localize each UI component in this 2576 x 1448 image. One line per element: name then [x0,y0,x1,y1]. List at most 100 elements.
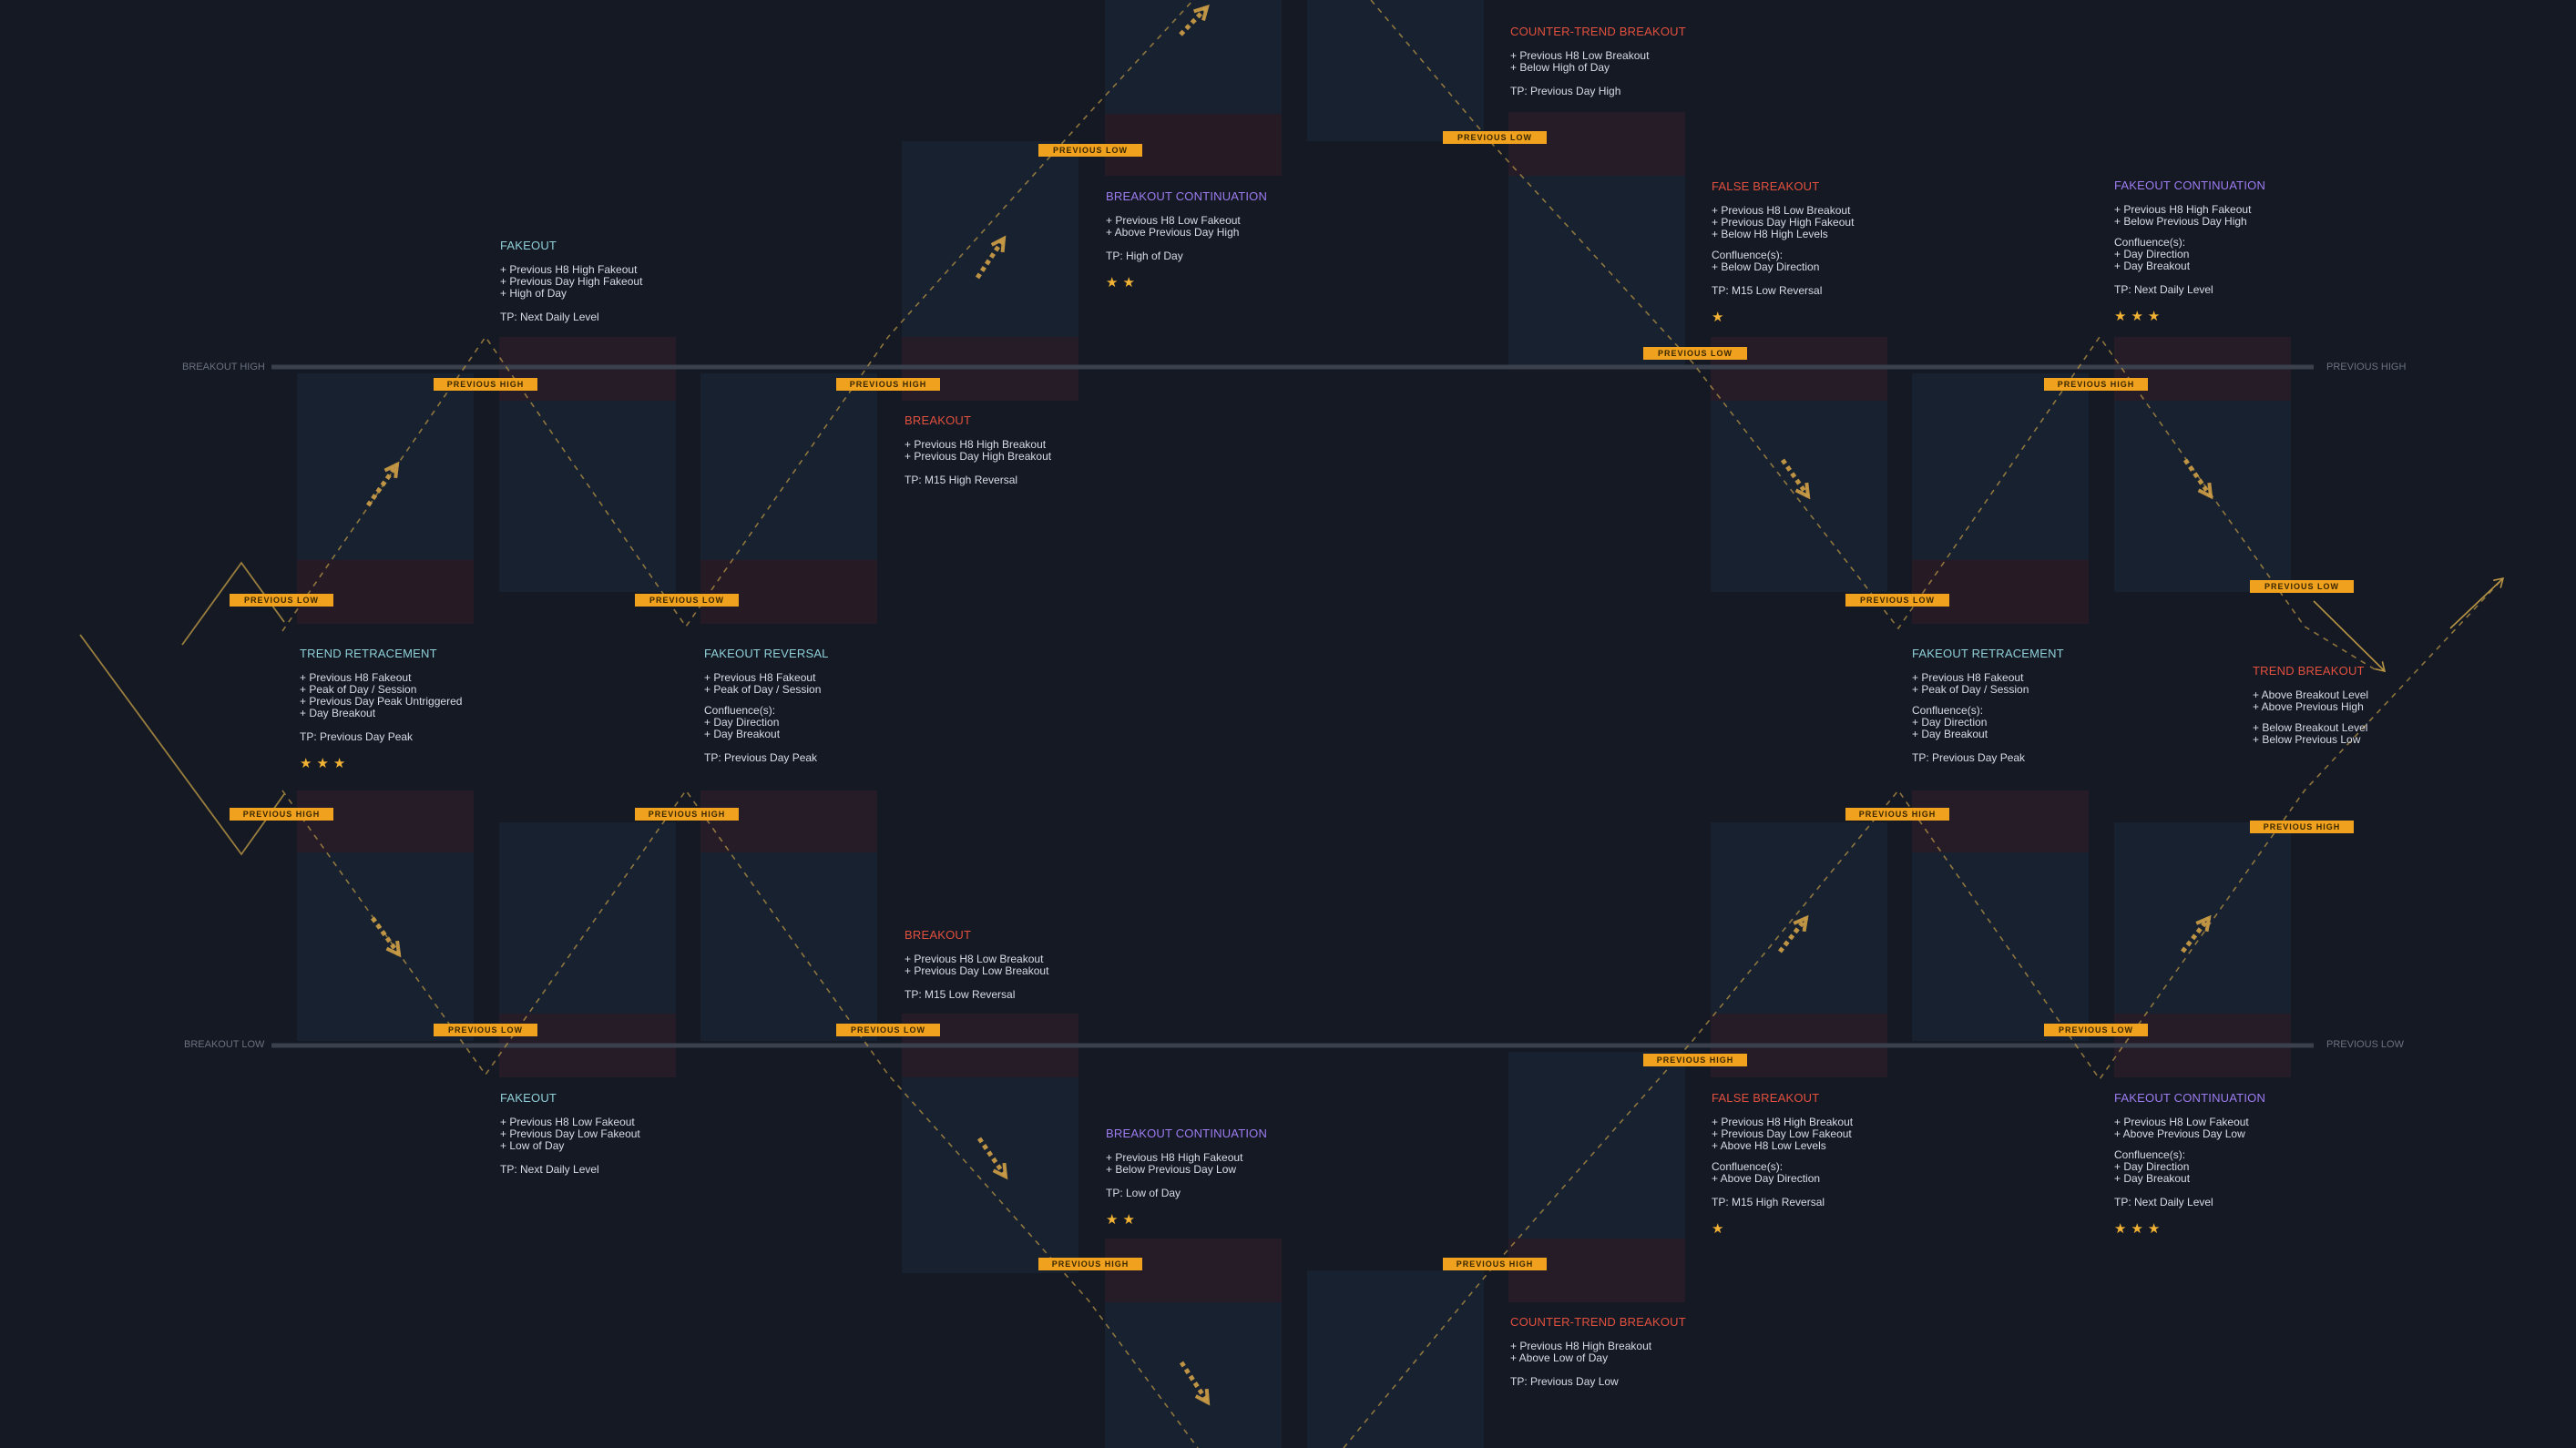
price-path [1370,0,2380,673]
card-line: + Previous Day High Breakout [905,450,1052,463]
zone-box [297,373,474,560]
previous-high-tag: PREVIOUS HIGH [2250,821,2354,833]
arrow-head-icon [1793,914,1809,933]
zone-box [1912,373,2089,560]
supply-zone-box [700,560,877,624]
card-line: + Above Breakout Level [2253,688,2369,701]
previous-high-tag: PREVIOUS HIGH [434,378,537,391]
arrow-head-icon [383,461,400,479]
card-title: BREAKOUT CONTINUATION [1106,1127,1268,1140]
trend-arrow-shaft [2449,577,2504,629]
rating-stars: ★★★ [2114,309,2165,324]
supply-zone-box [1508,1239,1685,1302]
arrow-head-icon [385,940,402,958]
confluence-label: Confluence(s): [2114,236,2186,249]
card-line: + Low of Day [500,1139,565,1152]
breakout-bottom-card: BREAKOUT + Previous H8 Low Breakout + Pr… [905,928,1048,1001]
card-line: + Day Direction [1912,716,1988,729]
arrow-layer [365,5,2505,1406]
card-line: + Previous H8 Low Fakeout [500,1116,635,1128]
arrow-head-icon [1794,482,1811,500]
supply-zone-box [1912,790,2089,852]
trend-arrow-shaft [2313,600,2386,672]
fakeout-retracement-card: FAKEOUT RETRACEMENT + Previous H8 Fakeou… [1912,647,2064,764]
fakeout-bottom-card: FAKEOUT + Previous H8 Low Fakeout + Prev… [500,1091,640,1176]
previous-high-tag: PREVIOUS HIGH [230,808,333,821]
fakeout-continuation-top-card: FAKEOUT CONTINUATION + Previous H8 High … [2114,178,2265,324]
false-breakout-top-card: FALSE BREAKOUT + Previous H8 Low Breakou… [1712,179,1854,325]
previous-high-tag: PREVIOUS HIGH [1643,1054,1747,1066]
previous-low-tag: PREVIOUS LOW [1845,594,1949,607]
breakout-low-label: BREAKOUT LOW [184,1039,265,1050]
supply-zone-box [297,790,474,852]
previous-high-tag: PREVIOUS HIGH [635,808,739,821]
trend-arrow-shaft [1179,5,1209,36]
confluence-label: Confluence(s): [704,704,776,717]
card-line: + Previous H8 High Fakeout [500,263,638,276]
card-tp: TP: Next Daily Level [500,311,599,323]
card-line: + Peak of Day / Session [1912,683,2029,696]
price-path [281,789,1199,1448]
card-tp: TP: M15 High Reversal [905,474,1018,486]
card-tp: TP: M15 Low Reversal [1712,284,1823,297]
previous-low-tag: PREVIOUS LOW [2250,580,2354,593]
card-line: + Above H8 Low Levels [1712,1139,1826,1152]
card-line: + Below Breakout Level [2253,721,2368,734]
card-tp: TP: Previous Day Peak [300,730,414,743]
card-tp: TP: Previous Day High [1510,85,1621,97]
arrow-head-icon [1194,1388,1211,1406]
confluence-label: Confluence(s): [1712,1160,1784,1173]
card-line: + Previous H8 High Breakout [905,438,1047,451]
card-line: + Below H8 High Levels [1712,228,1828,240]
card-title: COUNTER-TREND BREAKOUT [1510,1315,1686,1329]
card-tp: TP: Next Daily Level [500,1163,599,1176]
card-line: + Previous Day Peak Untriggered [300,695,463,708]
card-line: + Day Direction [2114,1160,2190,1173]
false-breakout-bottom-card: FALSE BREAKOUT + Previous H8 High Breako… [1712,1091,1853,1237]
confluence-label: Confluence(s): [1912,704,1984,717]
card-title: FAKEOUT REVERSAL [704,647,829,660]
card-line: + High of Day [500,287,567,300]
card-line: + Previous H8 High Breakout [1712,1116,1854,1128]
previous-low-tag: PREVIOUS LOW [230,594,333,607]
card-line: + Previous Day Low Fakeout [500,1127,640,1140]
trend-arrow-shaft [2182,458,2213,498]
previous-low-tag: PREVIOUS LOW [1038,144,1142,157]
price-path [1343,577,2504,1448]
card-line: + Previous H8 High Breakout [1510,1340,1652,1352]
card-line: + Previous H8 Fakeout [300,671,412,684]
card-line: + Day Breakout [300,707,376,719]
card-tp: TP: Previous Day Peak [1912,751,2026,764]
supply-zone-box [1508,112,1685,176]
card-title: BREAKOUT [905,413,972,427]
rating-stars: ★★★ [300,756,351,771]
trend-retracement-card: TREND RETRACEMENT + Previous H8 Fakeout … [300,647,462,771]
arrow-head-icon [2197,482,2213,500]
card-title: FAKEOUT CONTINUATION [2114,178,2266,192]
trend-arrow-shaft [1780,458,1811,498]
card-line: + Below Previous Day High [2114,215,2247,228]
card-title: TREND RETRACEMENT [300,647,437,660]
card-line: + Previous Day Low Breakout [905,964,1049,977]
previous-low-level-label: PREVIOUS LOW [2326,1039,2404,1050]
card-line: + Previous H8 Fakeout [1912,671,2024,684]
card-line: + Below Previous Day Low [1106,1163,1237,1176]
previous-low-tag: PREVIOUS LOW [635,594,739,607]
card-line: + Previous Day Low Fakeout [1712,1127,1852,1140]
fakeout-continuation-bottom-card: FAKEOUT CONTINUATION + Previous H8 Low F… [2114,1091,2265,1237]
trend-arrow-shaft [1778,916,1808,953]
rating-stars: ★ [1712,1221,1729,1237]
supply-zone-box [700,790,877,852]
card-line: + Above Low of Day [1510,1351,1609,1364]
card-line: + Previous H8 Low Fakeout [2114,1116,2249,1128]
card-title: FAKEOUT RETRACEMENT [1912,647,2064,660]
card-line: + Previous H8 High Fakeout [2114,203,2252,216]
previous-high-tag: PREVIOUS HIGH [836,378,940,391]
card-line: + Previous Day High Fakeout [500,275,643,288]
zone-box [1307,1270,1484,1448]
arrow-head-icon [2375,661,2387,673]
card-title: FALSE BREAKOUT [1712,179,1820,193]
breakout-high-label: BREAKOUT HIGH [182,362,265,372]
card-line: + Previous H8 Low Breakout [905,953,1044,965]
supply-zone-box [1912,560,2089,624]
